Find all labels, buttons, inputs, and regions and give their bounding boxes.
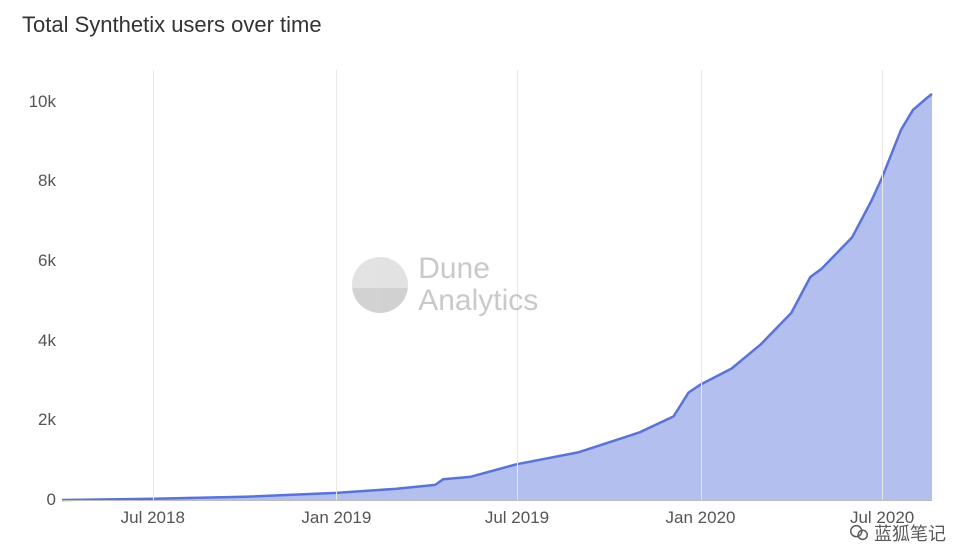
chart-container: Total Synthetix users over time Dune Ana… [0,0,960,556]
y-axis-tick-label: 4k [12,331,56,351]
x-axis-tick-label: Jul 2018 [121,508,185,528]
y-axis-tick-label: 0 [12,490,56,510]
series-area [62,94,932,500]
y-axis-tick-label: 2k [12,410,56,430]
gridline-vertical [153,70,154,500]
gridline-vertical [701,70,702,500]
y-axis-tick-label: 6k [12,251,56,271]
plot-area [62,70,932,500]
y-axis-tick-label: 8k [12,171,56,191]
x-axis-tick-label: Jan 2020 [666,508,736,528]
gridline-vertical [336,70,337,500]
gridline-vertical [517,70,518,500]
gridline-vertical [882,70,883,500]
x-axis-tick-label: Jul 2019 [485,508,549,528]
x-axis-tick-label: Jul 2020 [850,508,914,528]
x-axis-baseline [62,500,932,501]
x-axis-tick-label: Jan 2019 [301,508,371,528]
chart-title: Total Synthetix users over time [22,12,322,38]
area-chart-svg [62,70,932,500]
y-axis-tick-label: 10k [12,92,56,112]
